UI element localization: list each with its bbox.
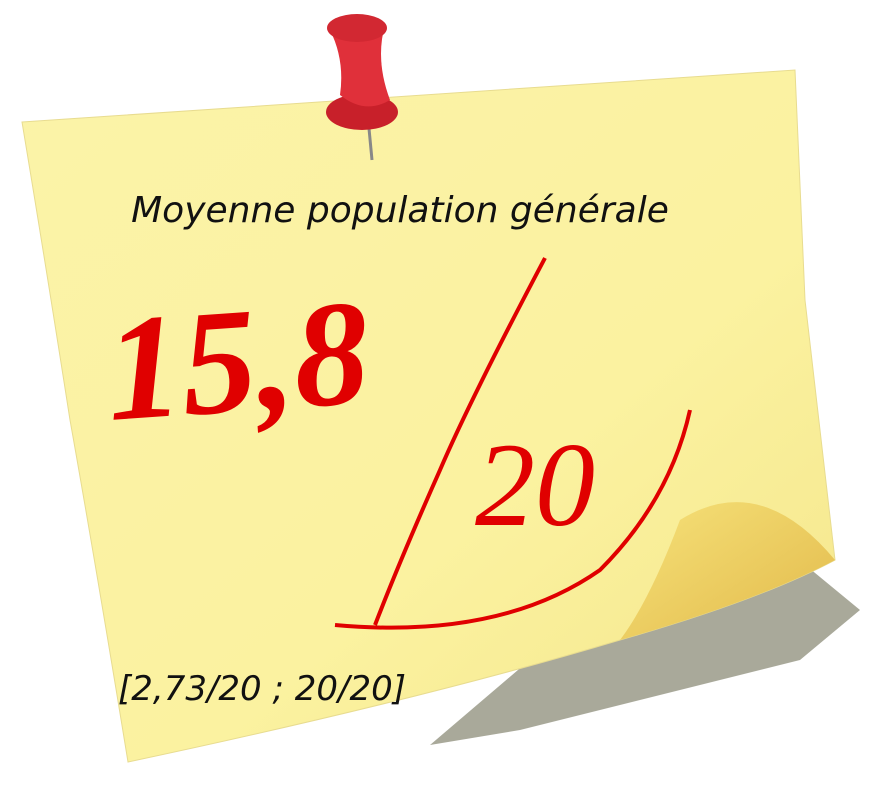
score-range: [2,73/20 ; 20/20]	[118, 669, 406, 709]
score: 15,8	[101, 269, 374, 453]
page: {"note": {"title": "Moyenne population g…	[0, 0, 879, 788]
sticky-note-graphic: Moyenne population générale 15,8 20 [2,7…	[0, 0, 879, 788]
pin-head	[327, 14, 387, 42]
score-denominator: 20	[475, 418, 595, 551]
note-title: Moyenne population générale	[131, 190, 669, 231]
